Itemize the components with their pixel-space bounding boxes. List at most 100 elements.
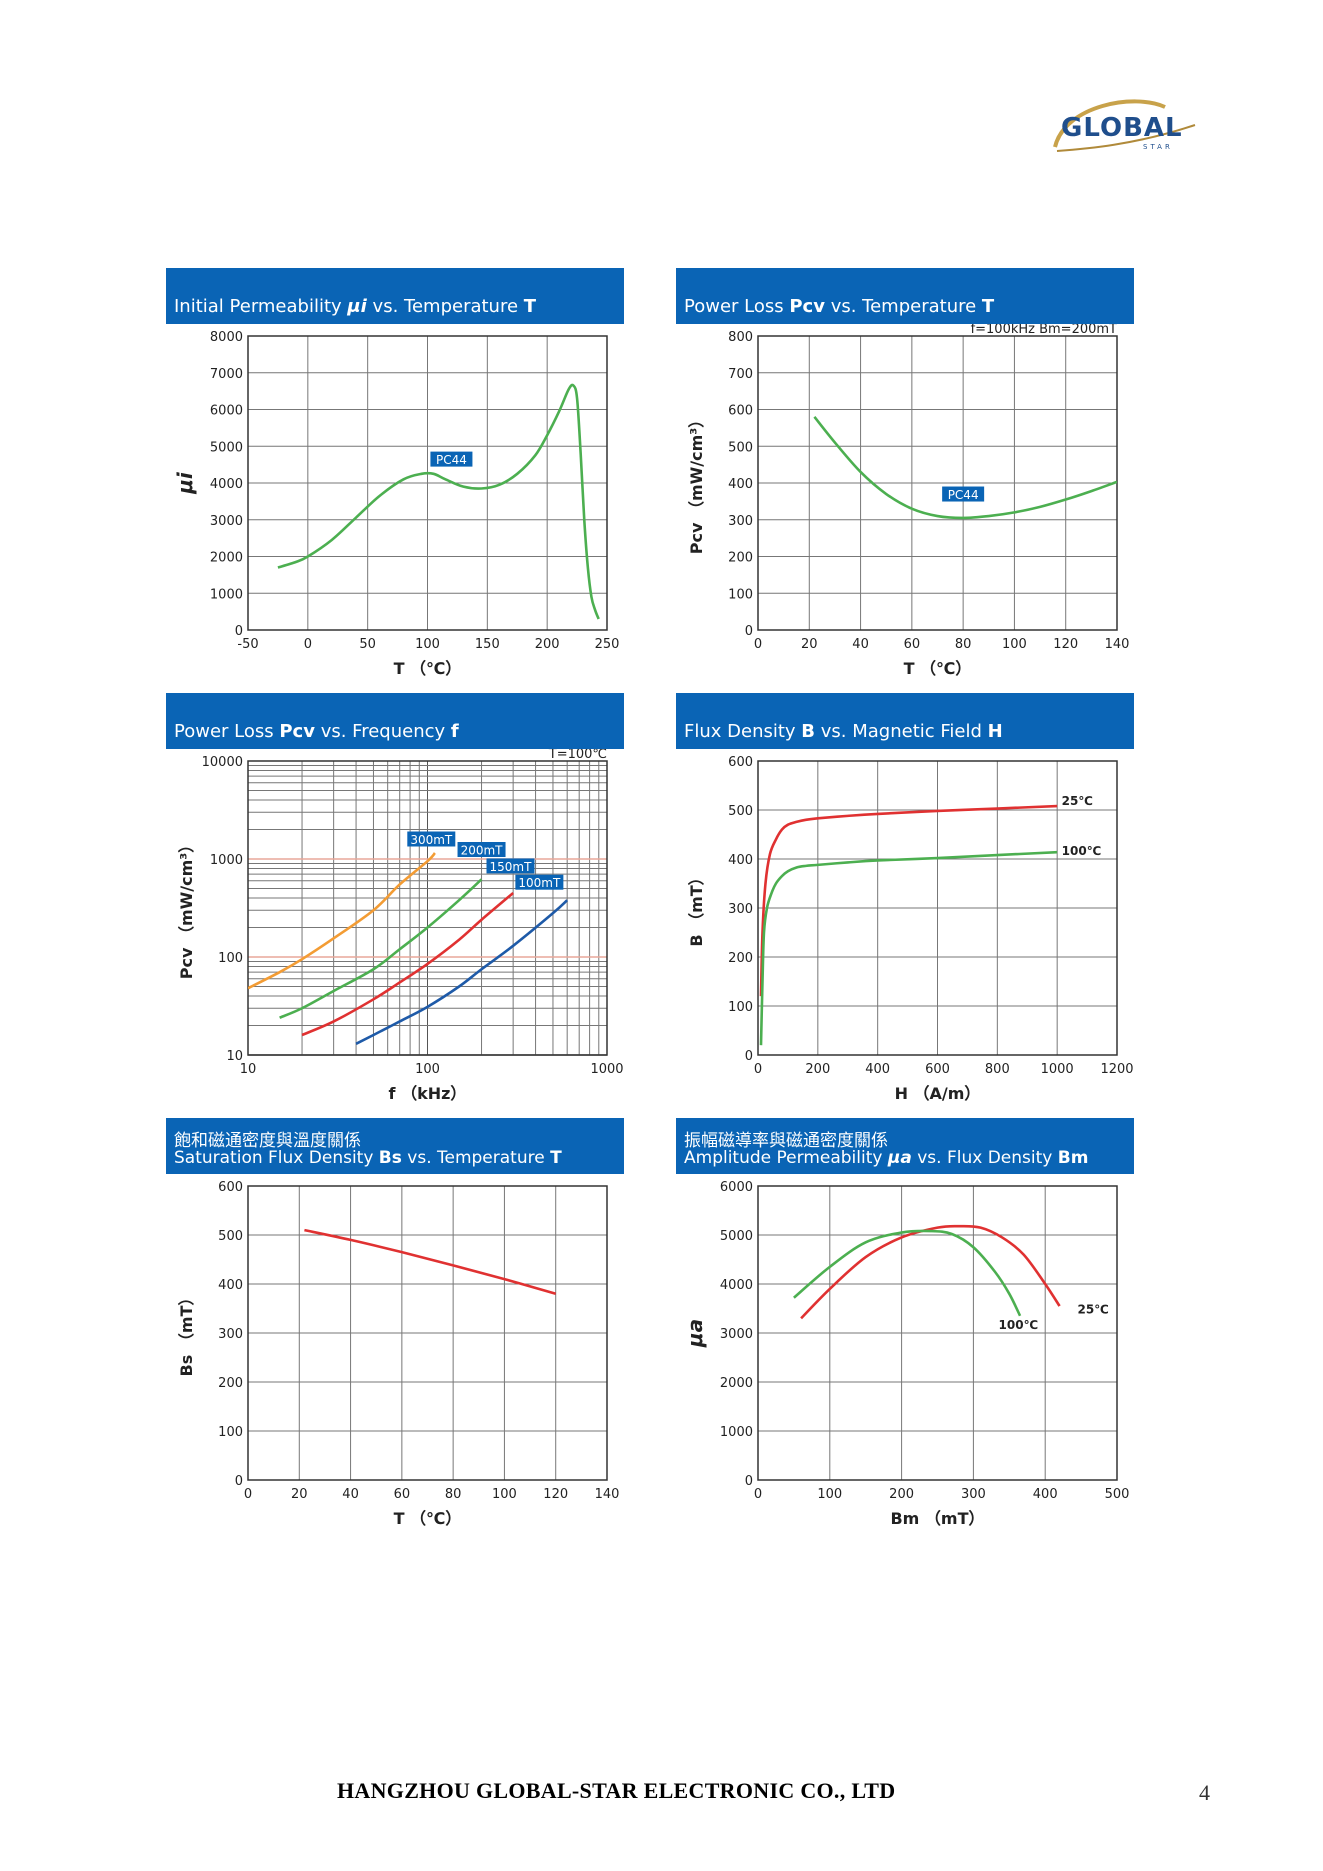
x-tick-label: 100 bbox=[492, 1487, 517, 1502]
x-tick-label: 250 bbox=[595, 637, 620, 652]
series-label: 100℃ bbox=[1062, 844, 1102, 858]
chart-title-text: Power Loss bbox=[684, 296, 790, 317]
y-tick-label: 700 bbox=[728, 367, 753, 382]
series-label: 300mT bbox=[410, 833, 453, 847]
chart-title-text: Power Loss bbox=[174, 721, 280, 742]
series-line bbox=[248, 852, 436, 990]
series-label: 25℃ bbox=[1062, 794, 1093, 808]
chart-svg: 0 200 400 600 800 1000 1200 0 100 200 300 400 500 600… bbox=[687, 755, 1134, 1103]
y-tick-label: 0 bbox=[745, 1474, 753, 1489]
series-label: 25℃ bbox=[1078, 1303, 1109, 1317]
y-tick-label: 6000 bbox=[210, 404, 243, 419]
y-tick-label: 10 bbox=[226, 1049, 243, 1064]
series-label: 100mT bbox=[518, 876, 561, 890]
chart-title-banner: 飽和磁通密度與溫度關係 Saturation Flux Density Bs vs… bbox=[166, 1118, 624, 1174]
series-line bbox=[355, 899, 569, 1045]
x-tick-label: 150 bbox=[475, 637, 500, 652]
chart-svg: 0 100 200 300 400 500010002000300040005000600… bbox=[683, 1180, 1130, 1528]
chart-grid bbox=[247, 760, 608, 1056]
y-tick-label: 400 bbox=[728, 477, 753, 492]
chart-title-text: Flux Density bbox=[684, 721, 802, 742]
chart-title-symbol: T bbox=[981, 296, 995, 317]
x-tick-label: 20 bbox=[291, 1487, 308, 1502]
series-label-box bbox=[430, 451, 473, 467]
y-tick-label: 100 bbox=[728, 1000, 753, 1015]
chart-title-symbol: μa bbox=[887, 1148, 912, 1168]
x-tick-label: 1000 bbox=[1041, 1062, 1074, 1077]
y-tick-label: 0 bbox=[235, 1474, 243, 1489]
x-axis-label: Bm （mT） bbox=[890, 1509, 984, 1528]
x-tick-label: 0 bbox=[754, 1062, 762, 1077]
x-tick-label: 20 bbox=[801, 637, 818, 652]
company-logo: GLOBAL STAR bbox=[1045, 95, 1215, 157]
y-axis-label: μi bbox=[173, 471, 197, 495]
x-tick-label: 140 bbox=[1105, 637, 1130, 652]
series-line bbox=[304, 1228, 557, 1296]
x-tick-label: 0 bbox=[304, 637, 312, 652]
y-tick-label: 600 bbox=[728, 755, 753, 770]
chart-title-chinese: 振幅磁導率與磁通密度關係 bbox=[684, 1131, 888, 1151]
x-tick-label: 100 bbox=[817, 1487, 842, 1502]
y-tick-label: 300 bbox=[218, 1327, 243, 1342]
series-label: PC44 bbox=[948, 488, 979, 502]
series-line bbox=[800, 1224, 1061, 1320]
chart-condition-note: f=100kHz Bm=200mT bbox=[971, 324, 1117, 337]
x-tick-label: 500 bbox=[1105, 1487, 1130, 1502]
series-line bbox=[301, 891, 514, 1037]
y-tick-label: 3000 bbox=[210, 514, 243, 529]
chart-title-banner: Power Loss Pcv vs. Temperature T bbox=[676, 268, 1134, 324]
series-label-box bbox=[486, 858, 535, 874]
x-tick-label: 60 bbox=[904, 637, 921, 652]
x-tick-label: 200 bbox=[535, 637, 560, 652]
y-tick-label: 5000 bbox=[720, 1229, 753, 1244]
chart-title-text: Saturation Flux Density bbox=[174, 1148, 379, 1168]
x-tick-label: 600 bbox=[925, 1062, 950, 1077]
plot-frame bbox=[247, 335, 608, 631]
x-tick-label: 120 bbox=[543, 1487, 568, 1502]
chart-title-symbol: Bm bbox=[1057, 1148, 1089, 1168]
series-line bbox=[793, 1229, 1022, 1317]
series-label: 150mT bbox=[490, 860, 533, 874]
chart-title: Power Loss Pcv vs. Frequency f bbox=[174, 721, 459, 742]
chart-title-chinese: 飽和磁通密度與溫度關係 bbox=[174, 1131, 361, 1151]
chart-title-symbol: T bbox=[550, 1148, 562, 1168]
series-label: 100℃ bbox=[999, 1318, 1039, 1332]
chart-title-symbol: Pcv bbox=[279, 721, 315, 742]
series-label-box bbox=[515, 874, 564, 890]
chart-title-text: Initial Permeability bbox=[174, 296, 348, 317]
x-tick-label: 100 bbox=[415, 637, 440, 652]
chart-title: Initial Permeability μi vs. Temperature … bbox=[174, 296, 536, 317]
x-tick-label: 800 bbox=[985, 1062, 1010, 1077]
y-tick-label: 400 bbox=[218, 1278, 243, 1293]
y-tick-label: 800 bbox=[728, 330, 753, 345]
chart-title-symbol: Bs bbox=[378, 1148, 402, 1168]
chart-title-text: Amplitude Permeability bbox=[684, 1148, 888, 1168]
chart-title-symbol: Pcv bbox=[789, 296, 825, 317]
chart-panel-permeability-temperature: Initial Permeability μi vs. Temperature … bbox=[166, 268, 624, 688]
x-tick-label: 100 bbox=[1002, 637, 1027, 652]
chart-grid bbox=[247, 1185, 608, 1481]
chart-title-text: vs. Temperature bbox=[824, 296, 982, 317]
y-axis-label: Pcv （mW/cm³） bbox=[687, 412, 706, 555]
y-tick-label: 4000 bbox=[720, 1278, 753, 1293]
x-tick-label: 400 bbox=[1033, 1487, 1058, 1502]
y-tick-label: 400 bbox=[728, 853, 753, 868]
x-axis-label: T （℃） bbox=[904, 659, 972, 678]
x-tick-label: 140 bbox=[595, 1487, 620, 1502]
y-tick-label: 1000 bbox=[210, 587, 243, 602]
page-number: 4 bbox=[1199, 1780, 1210, 1805]
chart-title-banner: Power Loss Pcv vs. Frequency f bbox=[166, 693, 624, 749]
chart-title-banner: Initial Permeability μi vs. Temperature … bbox=[166, 268, 624, 324]
chart-title-symbol: μi bbox=[347, 296, 367, 317]
plot-frame bbox=[247, 760, 608, 1056]
series-line bbox=[277, 383, 600, 620]
x-tick-label: 200 bbox=[889, 1487, 914, 1502]
chart-panel-powerloss-temperature: Power Loss Pcv vs. Temperature T 0 20 40 60 8… bbox=[676, 268, 1134, 688]
y-tick-label: 2000 bbox=[720, 1376, 753, 1391]
chart-title-text: vs. Temperature bbox=[366, 296, 524, 317]
y-tick-label: 8000 bbox=[210, 330, 243, 345]
logo-subtext: STAR bbox=[1143, 143, 1173, 151]
chart-title: Flux Density B vs. Magnetic Field H bbox=[684, 721, 1003, 742]
series-line bbox=[813, 416, 1117, 520]
x-tick-label: 0 bbox=[244, 1487, 252, 1502]
